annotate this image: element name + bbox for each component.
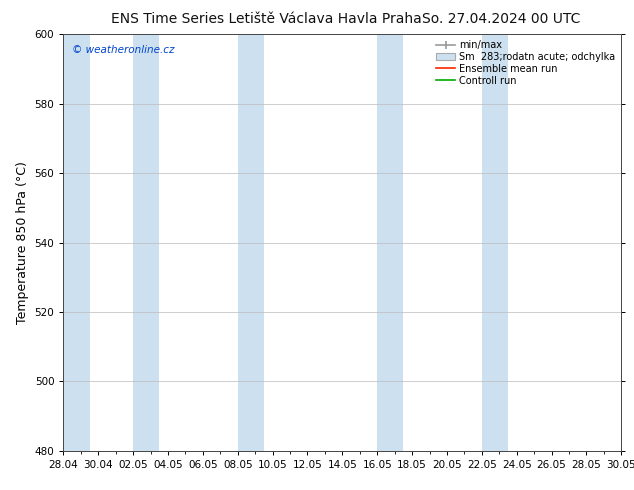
Text: ENS Time Series Letiště Václava Havla Praha: ENS Time Series Letiště Václava Havla Pr… xyxy=(111,12,422,26)
Bar xyxy=(133,34,159,451)
Bar xyxy=(377,34,403,451)
Text: So. 27.04.2024 00 UTC: So. 27.04.2024 00 UTC xyxy=(422,12,580,26)
Text: © weatheronline.cz: © weatheronline.cz xyxy=(72,45,174,55)
Y-axis label: Temperature 850 hPa (°C): Temperature 850 hPa (°C) xyxy=(16,161,29,324)
Bar xyxy=(63,34,89,451)
Legend: min/max, Sm  283;rodatn acute; odchylka, Ensemble mean run, Controll run: min/max, Sm 283;rodatn acute; odchylka, … xyxy=(433,37,618,89)
Bar xyxy=(482,34,508,451)
Bar xyxy=(238,34,264,451)
